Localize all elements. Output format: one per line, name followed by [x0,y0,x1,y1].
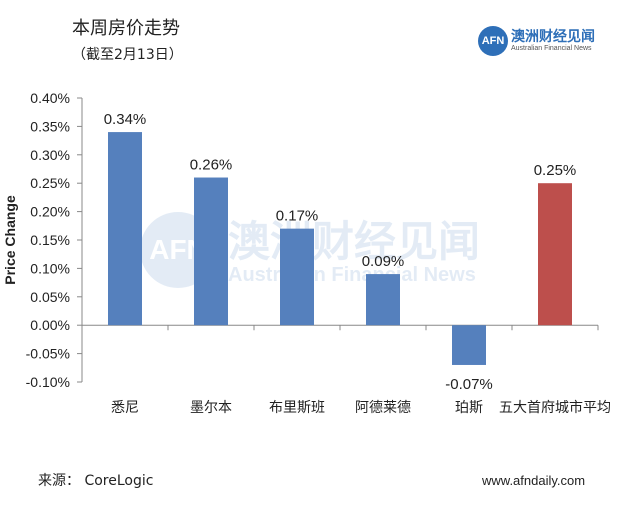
y-tick-label: 0.15% [30,232,70,248]
y-tick-label: 0.30% [30,147,70,163]
y-tick-label: 0.05% [30,289,70,305]
y-tick-label: -0.10% [26,374,70,390]
y-tick-label: 0.35% [30,118,70,134]
chart-subtitle: （截至2月13日） [72,47,183,63]
chart-title: 本周房价走势 [72,18,180,39]
bar [108,132,142,326]
bar [194,177,228,326]
bar [366,274,400,326]
afn-logo-mark: AFN [478,26,508,56]
category-label: 悉尼 [111,400,139,416]
y-tick-label: 0.40% [30,90,70,106]
y-tick-label: 0.25% [30,175,70,191]
y-tick-label: 0.00% [30,317,70,333]
category-label: 布里斯班 [269,400,325,416]
data-label: 0.34% [104,111,147,128]
y-tick-label: 0.10% [30,260,70,276]
category-label: 阿德莱德 [355,400,411,416]
data-label: 0.09% [362,253,405,270]
afn-logo-name-en: Australian Financial News [511,45,592,52]
y-tick-label: 0.20% [30,204,70,220]
data-label: 0.17% [276,208,319,225]
category-label: 五大首府城市平均 [499,399,611,416]
data-label: 0.26% [190,157,233,174]
bar [538,183,572,326]
y-tick-label: -0.05% [26,346,70,362]
bar [452,325,486,365]
y-axis-title: Price Change [2,195,18,285]
category-label: 墨尔本 [190,400,232,416]
bar [280,228,314,326]
afn-logo-name-cn: 澳洲财经见闻 [511,29,595,45]
category-label: 珀斯 [455,400,483,416]
data-label: -0.07% [445,376,493,393]
data-label: 0.25% [534,162,577,179]
afn-logo: AFN 澳洲财经见闻 Australian Financial News [478,26,608,58]
website-url: www.afndaily.com [482,473,586,488]
source-note: 来源： CoreLogic [38,473,154,489]
